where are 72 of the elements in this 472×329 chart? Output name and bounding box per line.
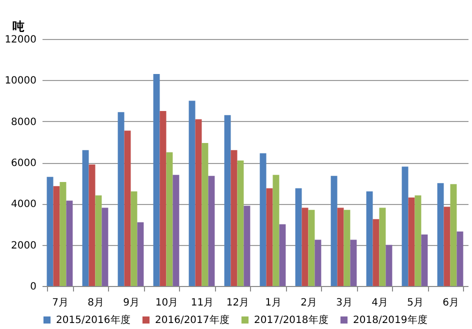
- bar: [102, 208, 108, 286]
- bar: [137, 222, 144, 286]
- bar: [118, 112, 124, 286]
- bar: [302, 208, 308, 286]
- legend-label: 2015/2016年度: [56, 314, 130, 326]
- bar: [237, 160, 244, 286]
- y-tick-label: 4000: [11, 199, 36, 210]
- y-tick-label: 12000: [4, 34, 36, 46]
- bar: [153, 74, 160, 286]
- bar: [372, 219, 380, 286]
- bar: [456, 231, 464, 286]
- bar: [330, 176, 338, 286]
- bar: [295, 188, 302, 286]
- bar: [46, 176, 54, 286]
- x-tick-label: 8月: [88, 298, 104, 308]
- bar: [188, 100, 196, 286]
- bar: [272, 174, 280, 286]
- y-tick-label: 2000: [11, 240, 36, 252]
- bar: [402, 166, 408, 286]
- y-tick-label: 0: [30, 282, 36, 292]
- bar: [408, 197, 415, 286]
- x-tick-label: 10月: [155, 298, 178, 308]
- x-tick-label: 12月: [226, 298, 250, 308]
- bar: [314, 240, 322, 286]
- bar: [266, 188, 273, 286]
- x-tick-label: 11月: [190, 298, 214, 308]
- legend-label: 2018/2019年度: [353, 314, 428, 326]
- bar: [95, 195, 102, 286]
- bar: [66, 200, 73, 286]
- bar: [379, 208, 386, 286]
- x-tick-label: 4月: [372, 298, 388, 308]
- y-tick-label: 8000: [11, 116, 36, 128]
- bar: [60, 182, 66, 286]
- bar: [450, 184, 457, 286]
- bar: [195, 119, 202, 286]
- x-tick-label: 9月: [123, 298, 140, 308]
- bar: [344, 210, 350, 286]
- x-tick-label: 1月: [265, 298, 282, 308]
- bar: [444, 206, 450, 286]
- bar: [308, 210, 315, 286]
- y-tick-label: 6000: [11, 158, 36, 169]
- bar: [82, 150, 89, 286]
- bar: [421, 234, 428, 286]
- bar: [130, 191, 138, 286]
- x-tick-label: 5月: [407, 298, 424, 308]
- bar: [230, 150, 238, 286]
- x-tick-label: 6月: [442, 298, 459, 308]
- x-tick-label: 3月: [336, 298, 352, 308]
- bar: [279, 224, 286, 286]
- bar: [386, 244, 392, 286]
- bar: [208, 176, 215, 286]
- bar: [350, 240, 357, 286]
- legend-label: 2016/2017年度: [155, 314, 230, 326]
- bar: [88, 164, 96, 286]
- bar: [260, 153, 266, 286]
- x-tick-label: 7月: [52, 298, 68, 308]
- bar: [124, 130, 131, 286]
- bar: [166, 152, 173, 286]
- bar: [53, 186, 60, 286]
- bar: [172, 174, 180, 286]
- y-tick-label: 10000: [4, 76, 36, 87]
- bar: [337, 208, 344, 286]
- x-tick-label: 2月: [300, 298, 317, 308]
- bar: [366, 191, 373, 286]
- bar: [160, 111, 166, 286]
- y-axis-title: 吨: [12, 20, 24, 34]
- bar: [437, 183, 444, 286]
- bar: [244, 206, 250, 286]
- legend-label: 2017/2018年度: [254, 314, 328, 326]
- bar: [224, 115, 231, 286]
- bar: [202, 142, 208, 286]
- bar: [414, 195, 422, 286]
